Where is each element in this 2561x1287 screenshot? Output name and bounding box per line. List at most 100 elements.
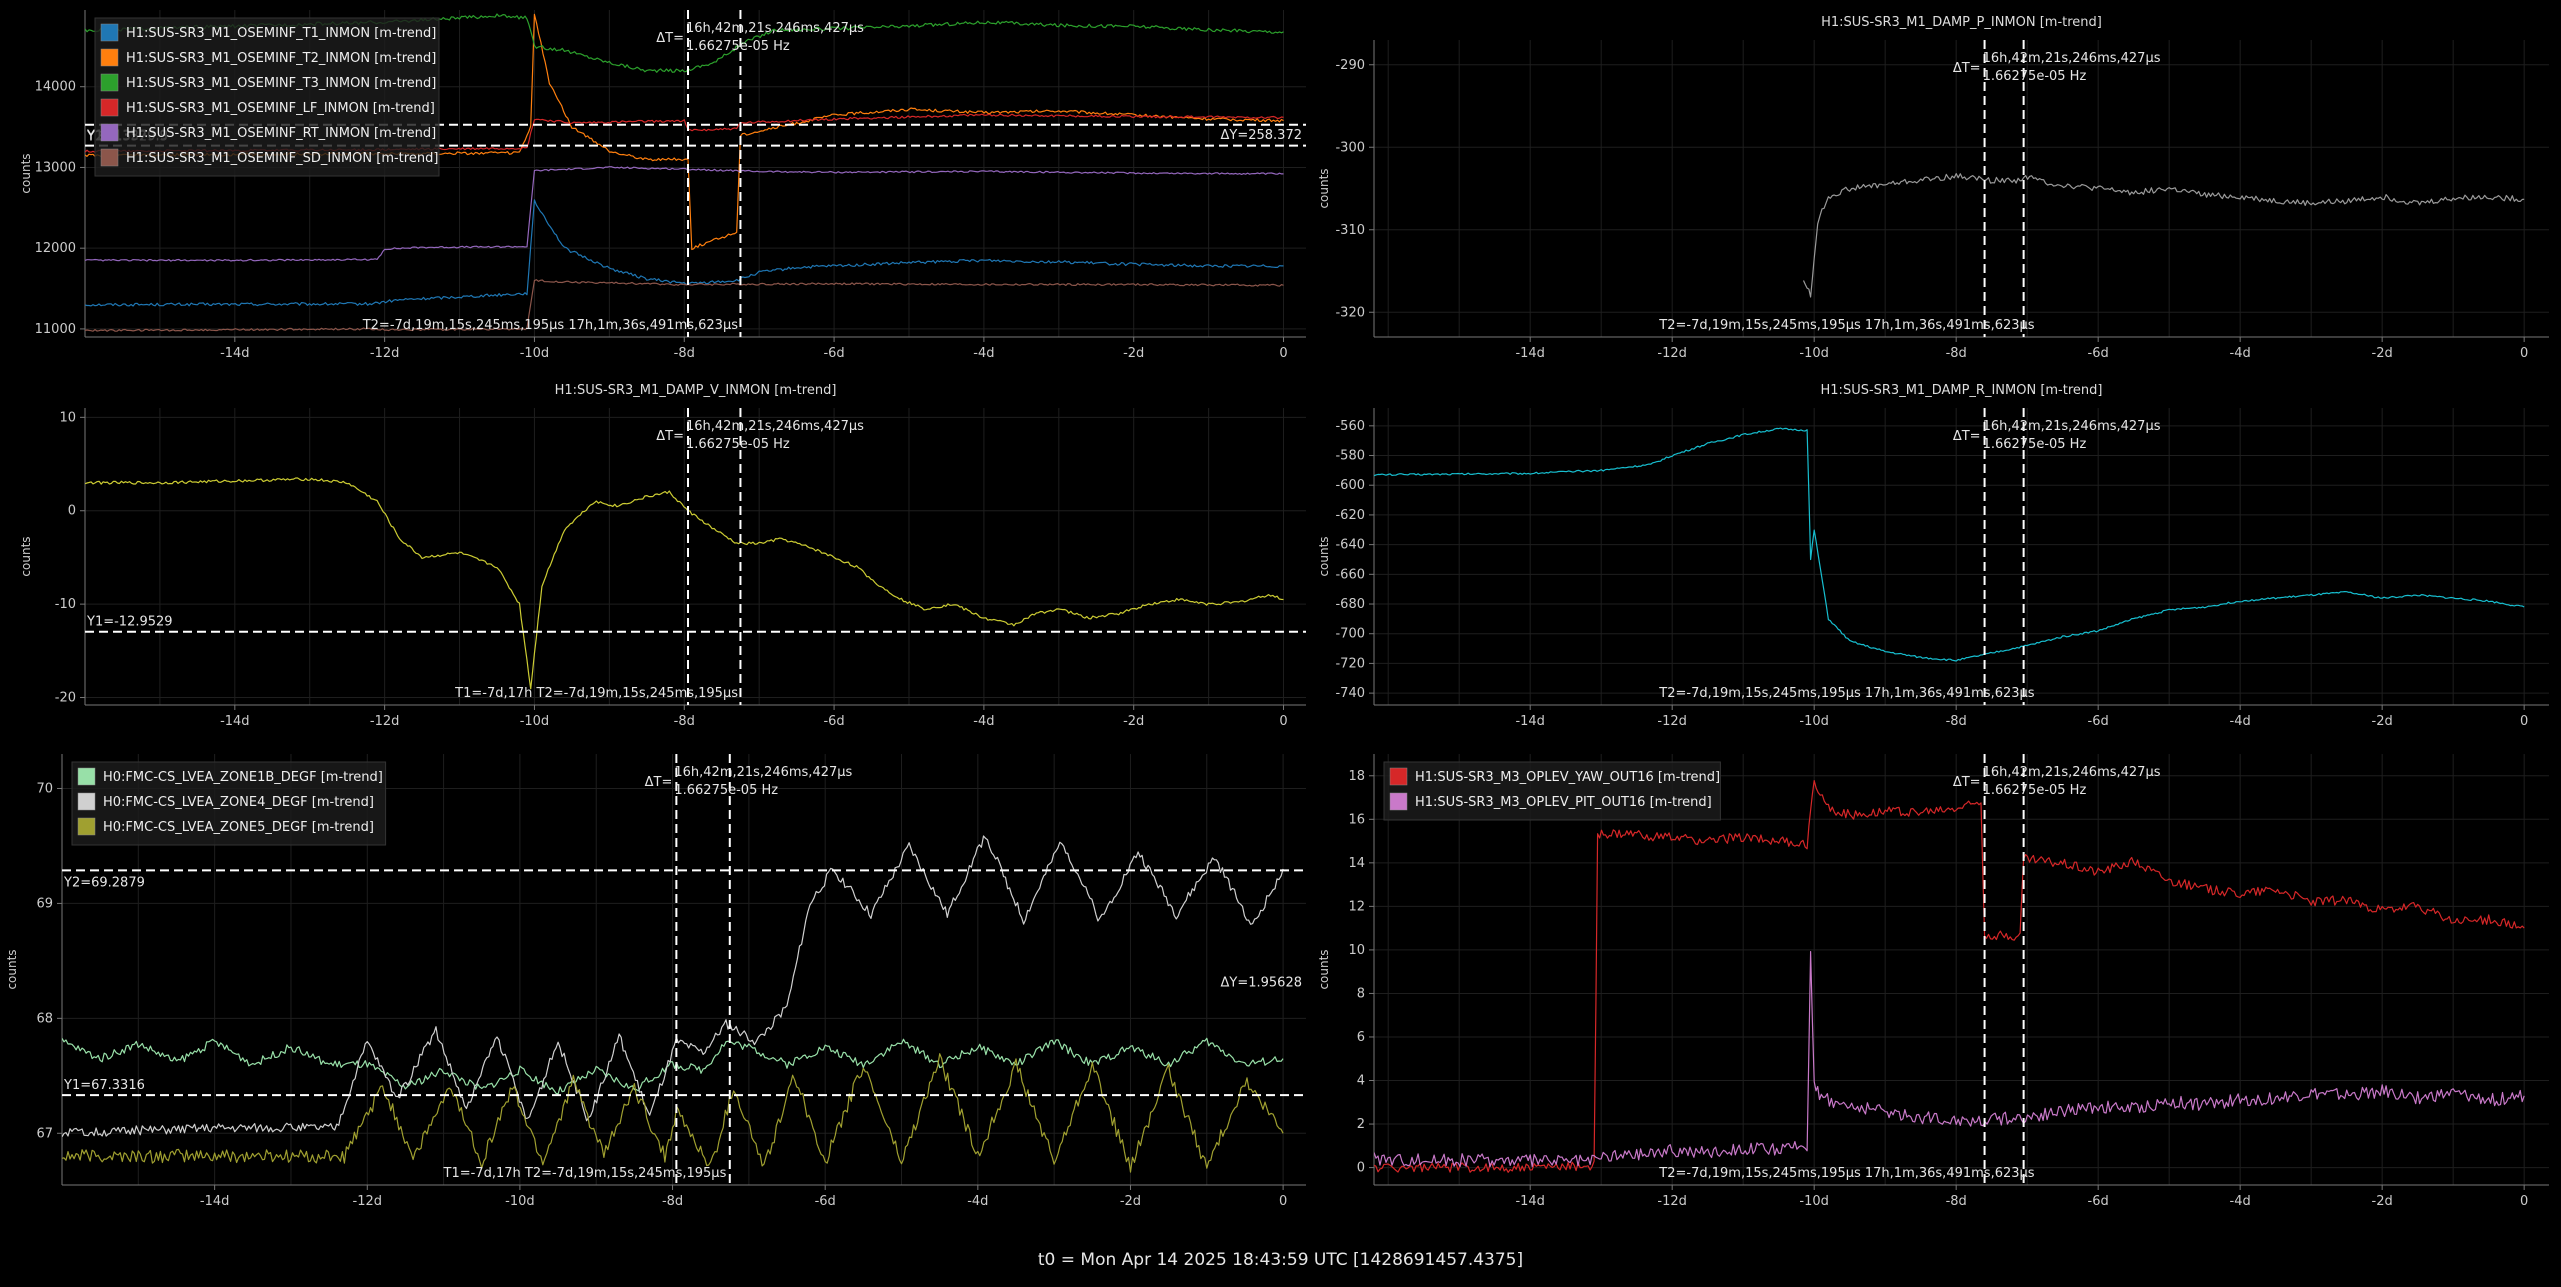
y1-cursor-label: Y1=-12.9529 xyxy=(86,615,173,630)
series-line xyxy=(1802,173,2525,298)
x-tick-label: 0 xyxy=(1279,1194,1287,1209)
legend-swatch xyxy=(100,148,119,167)
delta-t-label: ΔT= xyxy=(656,429,684,444)
y-tick-label: 67 xyxy=(36,1126,53,1141)
x-tick-label: -8d xyxy=(1946,346,1967,361)
x-tick-label: 0 xyxy=(2520,346,2528,361)
x-tick-label: -14d xyxy=(200,1194,230,1209)
legend-entry: H1:SUS-SR3_M3_OPLEV_PIT_OUT16 [m-trend] xyxy=(1415,795,1712,810)
y-tick-label: 2 xyxy=(1357,1117,1365,1132)
x-tick-label: 0 xyxy=(1279,714,1287,729)
legend-entry: H1:SUS-SR3_M1_OSEMINF_RT_INMON [m-trend] xyxy=(126,126,436,141)
legend-entry: H0:FMC-CS_LVEA_ZONE1B_DEGF [m-trend] xyxy=(103,770,383,785)
delta-t-value: 16h,42m,21s,246ms,427µs xyxy=(686,21,864,36)
x-tick-label: -4d xyxy=(973,714,994,729)
plot-panel-damp-r[interactable]: -14d -12d -10d -8d -6d -4d -2d 0 -740 -720 -700 -68… xyxy=(1310,368,2561,730)
plot-svg[interactable]: -14d -12d -10d -8d -6d -4d -2d 0 -320 -310 -300 -29… xyxy=(1310,0,2561,362)
legend-entry: H1:SUS-SR3_M1_OSEMINF_T3_INMON [m-trend] xyxy=(126,76,436,91)
x-tick-label: 0 xyxy=(2520,714,2528,729)
y-axis-label: counts xyxy=(19,153,33,193)
delta-t-value: 16h,42m,21s,246ms,427µs xyxy=(674,765,852,780)
y-axis-label: counts xyxy=(19,536,33,576)
y-tick-label: 13000 xyxy=(35,160,76,175)
series-line xyxy=(85,166,1284,262)
x-tick-label: -6d xyxy=(823,346,844,361)
x-tick-label: -12d xyxy=(353,1194,383,1209)
legend-swatch xyxy=(100,123,119,142)
y2-cursor-label: Y2=69.2879 xyxy=(63,875,145,890)
plot-svg[interactable]: -14d -12d -10d -8d -6d -4d -2d 0 67 68 69 70 counts Δ… xyxy=(0,736,1310,1212)
x-tick-label: -8d xyxy=(1946,714,1967,729)
x-tick-label: -4d xyxy=(967,1194,988,1209)
series-line xyxy=(1374,427,2525,662)
x-tick-label: -14d xyxy=(220,714,250,729)
legend-swatch xyxy=(100,48,119,67)
x-tick-label: -2d xyxy=(2372,346,2393,361)
x-tick-label: -14d xyxy=(1515,346,1545,361)
delta-t-label: ΔT= xyxy=(1953,429,1981,444)
plot-title: H1:SUS-SR3_M1_DAMP_V_INMON [m-trend] xyxy=(555,383,837,398)
delta-t-value: 16h,42m,21s,246ms,427µs xyxy=(686,419,864,434)
legend-swatch xyxy=(100,23,119,42)
delta-t-label: ΔT= xyxy=(645,775,673,790)
series-line xyxy=(62,835,1284,1138)
x-tick-label: -4d xyxy=(2230,346,2251,361)
x-tick-label: -12d xyxy=(1657,714,1687,729)
x-tick-label: -6d xyxy=(815,1194,836,1209)
delta-t-label: ΔT= xyxy=(1953,775,1981,790)
y-tick-label: 68 xyxy=(36,1011,53,1026)
plot-svg[interactable]: -14d -12d -10d -8d -6d -4d -2d 0 11000 12000 13000… xyxy=(0,0,1310,362)
delta-t-label: ΔT= xyxy=(1953,61,1981,76)
y-tick-label: -580 xyxy=(1335,449,1365,464)
cursor-time-label: T1=-7d,17h T2=-7d,19m,15s,245ms,195µs xyxy=(443,1166,727,1181)
plot-panel-damp-v[interactable]: -14d -12d -10d -8d -6d -4d -2d 0 -20 -10 0 10 counts… xyxy=(0,368,1310,730)
y-tick-label: 11000 xyxy=(35,322,76,337)
delta-t-frequency: 1.66275e-05 Hz xyxy=(674,783,778,798)
delta-t-value: 16h,42m,21s,246ms,427µs xyxy=(1983,419,2161,434)
y1-cursor-label: Y1=67.3316 xyxy=(63,1078,145,1093)
delta-y-label: ΔY=1.95628 xyxy=(1221,976,1303,991)
cursor-time-label: T2=-7d,19m,15s,245ms,195µs 17h,1m,36s,49… xyxy=(1658,1166,2035,1181)
y-tick-label: -320 xyxy=(1335,305,1365,320)
x-tick-label: 0 xyxy=(2520,1194,2528,1209)
plot-panel-oplev[interactable]: -14d -12d -10d -8d -6d -4d -2d 0 0 2 4 6 8 10 12 14 16 18… xyxy=(1310,736,2561,1212)
y-tick-label: -560 xyxy=(1335,419,1365,434)
legend: H0:FMC-CS_LVEA_ZONE1B_DEGF [m-trend] H0:F… xyxy=(71,761,387,846)
legend-entry: H1:SUS-SR3_M1_OSEMINF_T1_INMON [m-trend] xyxy=(126,26,436,41)
plot-svg[interactable]: -14d -12d -10d -8d -6d -4d -2d 0 -740 -720 -700 -68… xyxy=(1310,368,2561,730)
delta-t-frequency: 1.66275e-05 Hz xyxy=(686,39,790,54)
y-tick-label: 6 xyxy=(1357,1030,1365,1045)
x-tick-label: -4d xyxy=(973,346,994,361)
plot-title: H1:SUS-SR3_M1_DAMP_P_INMON [m-trend] xyxy=(1821,15,2102,30)
y-tick-label: 10 xyxy=(59,410,76,425)
y-tick-label: 0 xyxy=(1357,1161,1365,1176)
y-tick-label: 14 xyxy=(1348,856,1365,871)
x-tick-label: -14d xyxy=(1515,1194,1545,1209)
y-tick-label: 0 xyxy=(68,504,76,519)
y-tick-label: 69 xyxy=(36,896,53,911)
plot-panel-damp-p[interactable]: -14d -12d -10d -8d -6d -4d -2d 0 -320 -310 -300 -29… xyxy=(1310,0,2561,362)
y-tick-label: -660 xyxy=(1335,567,1365,582)
y-tick-label: -300 xyxy=(1335,140,1365,155)
legend-swatch xyxy=(77,817,96,836)
x-tick-label: -14d xyxy=(1515,714,1545,729)
y-tick-label: -620 xyxy=(1335,508,1365,523)
plot-panel-osem[interactable]: -14d -12d -10d -8d -6d -4d -2d 0 11000 12000 13000… xyxy=(0,0,1310,362)
plot-panel-lvea-temperature[interactable]: -14d -12d -10d -8d -6d -4d -2d 0 67 68 69 70 counts Δ… xyxy=(0,736,1310,1212)
legend-entry: H1:SUS-SR3_M1_OSEMINF_SD_INMON [m-trend] xyxy=(126,151,438,166)
delta-y-label: ΔY=258.372 xyxy=(1221,128,1303,143)
cursor-time-label: T2=-7d,19m,15s,245ms,195µs 17h,1m,36s,49… xyxy=(1658,686,2035,701)
y-axis-label: counts xyxy=(5,949,19,989)
cursor-time-label: T1=-7d,17h T2=-7d,19m,15s,245ms,195µs xyxy=(454,686,738,701)
cursor-time-label: T2=-7d,19m,15s,245ms,195µs 17h,1m,36s,49… xyxy=(362,318,739,333)
y-tick-label: 10 xyxy=(1348,943,1365,958)
plot-svg[interactable]: -14d -12d -10d -8d -6d -4d -2d 0 -20 -10 0 10 counts… xyxy=(0,368,1310,730)
x-tick-label: -8d xyxy=(674,714,695,729)
t0-footer: t0 = Mon Apr 14 2025 18:43:59 UTC [14286… xyxy=(1037,1250,1524,1270)
series-line xyxy=(1374,780,2525,1173)
y-tick-label: -310 xyxy=(1335,223,1365,238)
y-axis-label: counts xyxy=(1317,949,1331,989)
x-tick-label: -8d xyxy=(674,346,695,361)
plot-svg[interactable]: -14d -12d -10d -8d -6d -4d -2d 0 0 2 4 6 8 10 12 14 16 18… xyxy=(1310,736,2561,1212)
